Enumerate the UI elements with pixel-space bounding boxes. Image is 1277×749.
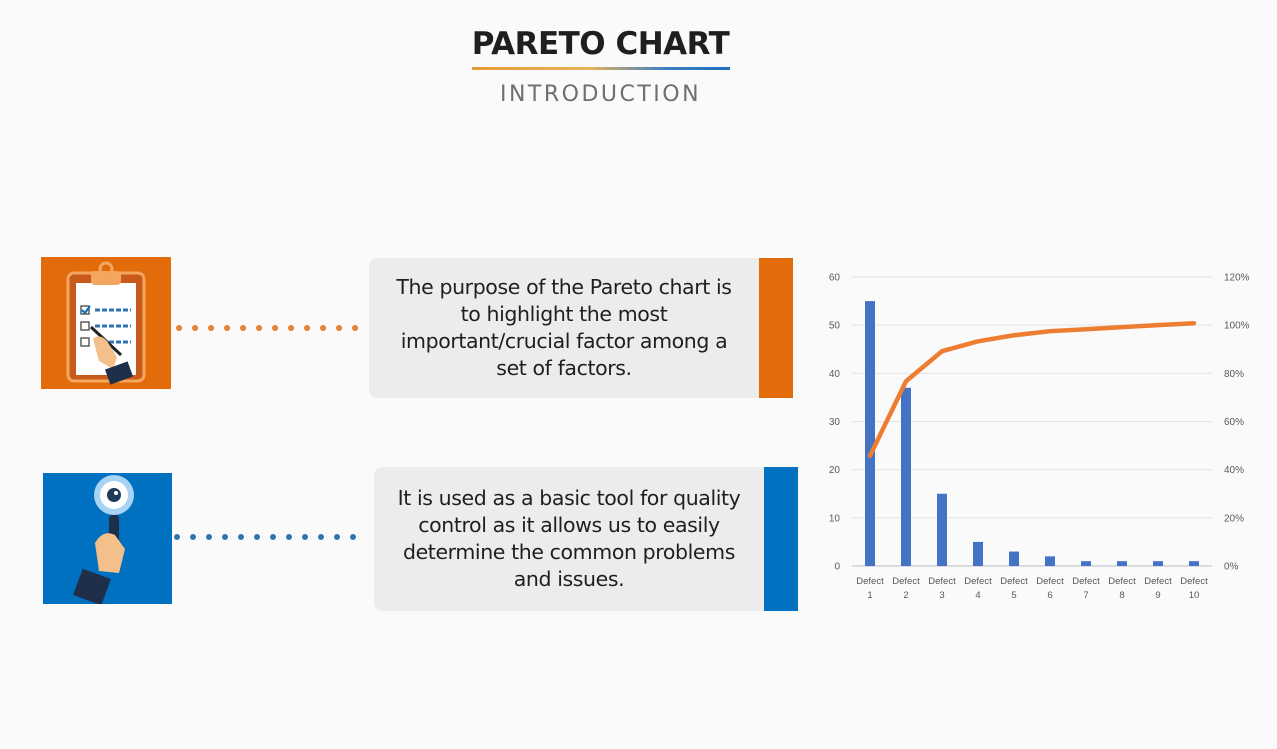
y-left-tick-label: 30 bbox=[829, 417, 841, 428]
bar bbox=[1189, 561, 1199, 566]
y-left-tick-label: 60 bbox=[829, 273, 841, 284]
card-purpose: The purpose of the Pareto chart is to hi… bbox=[369, 258, 793, 398]
card-purpose-text: The purpose of the Pareto chart is to hi… bbox=[396, 274, 732, 382]
bar bbox=[937, 493, 947, 566]
bar bbox=[1081, 561, 1091, 566]
bar bbox=[1117, 561, 1127, 566]
x-tick-label: Defect 1 bbox=[856, 576, 884, 601]
bar bbox=[973, 541, 983, 566]
card-line: to highlight the most bbox=[460, 302, 668, 326]
y-right-tick-label: 40% bbox=[1224, 465, 1244, 476]
y-left-tick-label: 40 bbox=[829, 369, 841, 380]
y-right-tick-label: 100% bbox=[1224, 321, 1250, 332]
card-line: The purpose of the Pareto chart is bbox=[396, 275, 732, 299]
y-left-tick-label: 50 bbox=[829, 321, 841, 332]
bar bbox=[865, 301, 875, 566]
card-line: determine the common problems bbox=[402, 540, 735, 564]
y-right-tick-label: 80% bbox=[1224, 369, 1244, 380]
clipboard-checklist-icon bbox=[41, 257, 171, 389]
page-title: PARETO CHART bbox=[471, 26, 730, 62]
card-line: important/crucial factor among a bbox=[400, 329, 728, 353]
page-subtitle: INTRODUCTION bbox=[499, 82, 702, 107]
x-tick-label: Defect 3 bbox=[928, 576, 956, 601]
pareto-chart: 0 10 20 30 40 50 60 0% 20% 40% 60% 80% 100% 120% Def… bbox=[829, 273, 1250, 602]
connector-dots-2 bbox=[174, 534, 356, 540]
title-underline bbox=[472, 67, 730, 70]
x-tick-label: Defect 2 bbox=[892, 576, 920, 601]
y-right-tick-label: 60% bbox=[1224, 417, 1244, 428]
card-line: set of factors. bbox=[496, 356, 632, 380]
y-left-tick-label: 20 bbox=[829, 465, 841, 476]
x-tick-label: Defect 4 bbox=[964, 576, 992, 601]
y-right-tick-label: 0% bbox=[1224, 562, 1239, 573]
card-usage-text: It is used as a basic tool for quality c… bbox=[398, 485, 741, 593]
x-tick-label: Defect 7 bbox=[1072, 576, 1100, 601]
x-tick-label: Defect 9 bbox=[1144, 576, 1172, 601]
x-tick-label: Defect 5 bbox=[1000, 576, 1028, 601]
card-accent-bar bbox=[764, 467, 798, 611]
x-tick-label: Defect 10 bbox=[1180, 576, 1208, 601]
y-left-tick-label: 10 bbox=[829, 513, 841, 524]
bar bbox=[1045, 556, 1055, 566]
bar bbox=[1009, 551, 1019, 566]
magnifier-hand-icon bbox=[43, 473, 172, 604]
y-left-tick-label: 0 bbox=[834, 562, 840, 573]
bar bbox=[901, 387, 911, 566]
x-tick-label: Defect 8 bbox=[1108, 576, 1136, 601]
connector-dots-1 bbox=[176, 325, 358, 331]
card-line: control as it allows us to easily bbox=[418, 513, 720, 537]
x-tick-label: Defect 6 bbox=[1036, 576, 1064, 601]
bar bbox=[1153, 561, 1163, 566]
card-line: and issues. bbox=[513, 567, 625, 591]
cumulative-percentage-line bbox=[867, 320, 1197, 458]
card-accent-bar bbox=[759, 258, 793, 398]
card-line: It is used as a basic tool for quality bbox=[397, 486, 741, 510]
y-right-tick-label: 120% bbox=[1224, 273, 1250, 284]
card-usage: It is used as a basic tool for quality c… bbox=[374, 467, 798, 611]
y-right-tick-label: 20% bbox=[1224, 513, 1244, 524]
